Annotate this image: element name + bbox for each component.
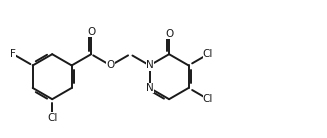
Text: F: F	[10, 49, 16, 59]
Text: Cl: Cl	[203, 49, 213, 59]
Text: N: N	[146, 60, 153, 70]
Text: Cl: Cl	[203, 94, 213, 104]
Text: O: O	[87, 27, 95, 37]
Text: Cl: Cl	[47, 113, 57, 123]
Text: N: N	[146, 83, 153, 93]
Text: O: O	[165, 29, 173, 39]
Text: O: O	[107, 60, 115, 70]
